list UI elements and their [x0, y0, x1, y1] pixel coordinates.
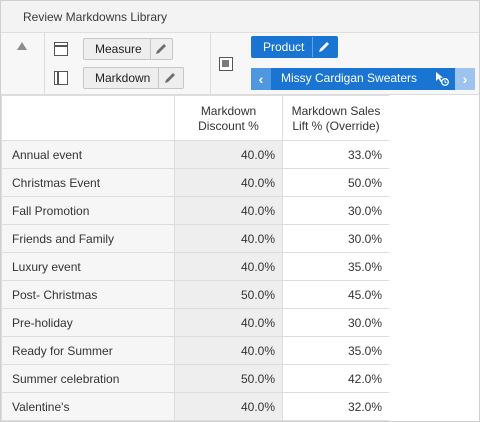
- markdown-grid: Markdown Discount % Markdown Sales Lift % …: [1, 95, 479, 421]
- collapse-toolbar-button[interactable]: [1, 33, 45, 95]
- triangle-up-icon: [17, 42, 27, 50]
- markdown-discount-cell[interactable]: 40.0%: [174, 140, 283, 169]
- sales-lift-override-cell[interactable]: 35.0%: [282, 252, 390, 281]
- row-header-markdown-name[interactable]: Post- Christmas: [1, 280, 175, 309]
- current-product-value[interactable]: Missy Cardigan Sweaters: [281, 71, 418, 85]
- sales-lift-override-cell[interactable]: 42.0%: [282, 364, 390, 393]
- column-header-sales-lift-override[interactable]: Markdown Sales Lift % (Override): [282, 95, 390, 141]
- row-header-markdown-name[interactable]: Annual event: [1, 140, 175, 169]
- row-header-markdown-name[interactable]: Luxury event: [1, 252, 175, 281]
- product-edge-label: Product: [263, 40, 305, 54]
- sales-lift-override-cell[interactable]: 33.0%: [282, 140, 390, 169]
- measure-edge-pill[interactable]: Measure: [83, 38, 173, 60]
- row-header-markdown-name[interactable]: Ready for Summer: [1, 336, 175, 365]
- markdown-discount-cell[interactable]: 40.0%: [174, 168, 283, 197]
- sales-lift-override-cell[interactable]: 32.0%: [282, 392, 390, 421]
- pencil-icon: [156, 44, 167, 54]
- row-header-markdown-name[interactable]: Christmas Event: [1, 168, 175, 197]
- edge-group-rows-columns: Measure Markdown: [45, 33, 211, 95]
- markdown-discount-cell[interactable]: 50.0%: [174, 364, 283, 393]
- table-row[interactable]: Pre-holiday 40.0% 30.0%: [1, 308, 390, 337]
- grid-corner-cell: [1, 95, 175, 141]
- table-row[interactable]: Christmas Event 40.0% 50.0%: [1, 168, 390, 197]
- sales-lift-override-cell[interactable]: 30.0%: [282, 308, 390, 337]
- product-navigator: ‹ Missy Cardigan Sweaters ›: [251, 68, 475, 90]
- page-edge-icon: [219, 57, 233, 71]
- markdown-discount-cell[interactable]: 40.0%: [174, 308, 283, 337]
- markdown-discount-cell[interactable]: 40.0%: [174, 252, 283, 281]
- markdown-edge-pill[interactable]: Markdown: [83, 67, 184, 89]
- row-header-markdown-name[interactable]: Pre-holiday: [1, 308, 175, 337]
- measure-edge-label: Measure: [95, 42, 142, 56]
- table-row[interactable]: Valentine's 40.0% 32.0%: [1, 392, 390, 421]
- markdown-discount-cell[interactable]: 40.0%: [174, 392, 283, 421]
- product-picker-button[interactable]: [431, 68, 453, 90]
- rows-edge-icon: [54, 42, 68, 56]
- table-row[interactable]: Luxury event 40.0% 35.0%: [1, 252, 390, 281]
- chevron-left-icon: ‹: [258, 71, 264, 87]
- previous-product-button[interactable]: ‹: [251, 68, 271, 90]
- column-header-label: Markdown Sales Lift % (Override): [291, 103, 381, 133]
- edit-measure-button[interactable]: [149, 39, 172, 59]
- row-header-markdown-name[interactable]: Friends and Family: [1, 224, 175, 253]
- column-header-label: Markdown Discount %: [198, 103, 259, 133]
- row-header-markdown-name[interactable]: Fall Promotion: [1, 196, 175, 225]
- product-edge-pill[interactable]: Product: [251, 36, 338, 58]
- table-row[interactable]: Fall Promotion 40.0% 30.0%: [1, 196, 390, 225]
- column-header-markdown-discount[interactable]: Markdown Discount %: [174, 95, 283, 141]
- columns-edge-icon: [54, 71, 68, 85]
- next-product-button[interactable]: ›: [455, 68, 475, 90]
- markdown-discount-cell[interactable]: 40.0%: [174, 224, 283, 253]
- sales-lift-override-cell[interactable]: 50.0%: [282, 168, 390, 197]
- pencil-icon: [164, 73, 175, 83]
- row-header-markdown-name[interactable]: Summer celebration: [1, 364, 175, 393]
- row-header-markdown-name[interactable]: Valentine's: [1, 392, 175, 421]
- grid-empty-area: [389, 95, 479, 421]
- cursor-refresh-icon: [436, 72, 449, 86]
- table-row[interactable]: Ready for Summer 40.0% 35.0%: [1, 336, 390, 365]
- sales-lift-override-cell[interactable]: 30.0%: [282, 224, 390, 253]
- edit-markdown-button[interactable]: [158, 68, 180, 88]
- window-title: Review Markdowns Library: [1, 1, 479, 33]
- sales-lift-override-cell[interactable]: 30.0%: [282, 196, 390, 225]
- sales-lift-override-cell[interactable]: 35.0%: [282, 336, 390, 365]
- pencil-icon: [318, 42, 329, 52]
- edit-product-button[interactable]: [312, 37, 334, 57]
- grid-body: Annual event 40.0% 33.0% Christmas Event 40.…: [1, 140, 390, 421]
- pivot-toolbar: Measure Markdown: [1, 33, 479, 95]
- edge-group-page: Product: [211, 33, 479, 95]
- table-row[interactable]: Post- Christmas 50.0% 45.0%: [1, 280, 390, 309]
- markdown-edge-label: Markdown: [95, 71, 151, 85]
- table-row[interactable]: Friends and Family 40.0% 30.0%: [1, 224, 390, 253]
- table-row[interactable]: Annual event 40.0% 33.0%: [1, 140, 390, 169]
- markdown-discount-cell[interactable]: 40.0%: [174, 196, 283, 225]
- measure-edge: Measure: [45, 36, 210, 64]
- markdown-discount-cell[interactable]: 40.0%: [174, 336, 283, 365]
- markdown-discount-cell[interactable]: 50.0%: [174, 280, 283, 309]
- markdown-edge: Markdown: [45, 65, 210, 93]
- markdown-table: Markdown Discount % Markdown Sales Lift % …: [1, 95, 390, 421]
- sales-lift-override-cell[interactable]: 45.0%: [282, 280, 390, 309]
- chevron-right-icon: ›: [462, 71, 468, 87]
- table-row[interactable]: Summer celebration 50.0% 42.0%: [1, 364, 390, 393]
- column-header-row: Markdown Discount % Markdown Sales Lift % …: [1, 95, 390, 141]
